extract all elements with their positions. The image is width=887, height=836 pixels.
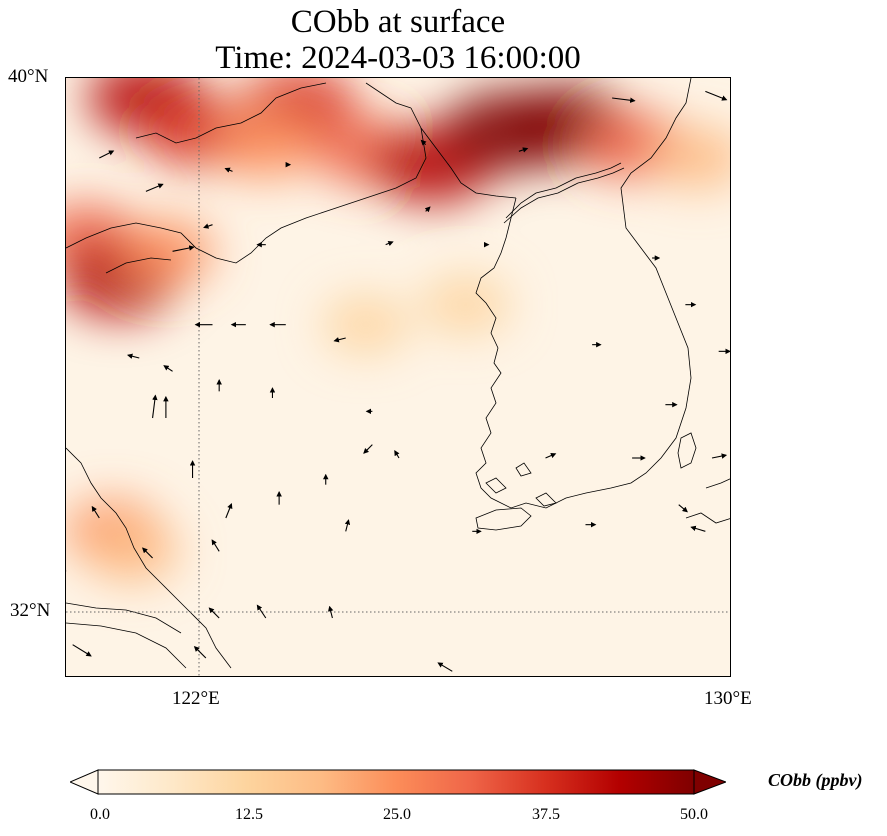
wind-arrow-29 <box>211 539 220 552</box>
wind-arrow-38 <box>545 453 557 459</box>
colorbar-tick-2: 25.0 <box>383 806 411 823</box>
colorbar-extend-min <box>70 769 99 795</box>
coastlines <box>66 78 730 669</box>
map-subtitle-time: Time: 2024-03-03 16:00:00 <box>215 40 581 76</box>
colorbar-extend-max <box>693 769 726 795</box>
wind-arrow-46 <box>678 504 688 513</box>
wind-arrow-2 <box>224 167 233 173</box>
wind-arrow-20 <box>394 450 400 459</box>
wind-arrow-35 <box>193 646 207 659</box>
wind-arrow-13 <box>163 365 173 372</box>
wind-arrow-47 <box>690 525 706 532</box>
co-concentration-field <box>66 78 730 583</box>
wind-arrow-30 <box>208 607 220 619</box>
wind-arrow-0 <box>99 150 115 159</box>
wind-arrow-27 <box>142 547 153 559</box>
colorbar-gradient <box>97 769 695 795</box>
wind-arrow-51 <box>518 147 529 153</box>
wind-arrow-14 <box>152 394 158 419</box>
co-plume-16 <box>85 519 180 583</box>
gridlines <box>66 78 730 676</box>
wind-arrow-4 <box>172 245 195 252</box>
colorbar <box>70 769 726 795</box>
map-panel <box>65 77 731 677</box>
wind-arrow-34 <box>72 644 92 657</box>
wind-arrow-19 <box>363 444 373 454</box>
wind-arrow-26 <box>91 505 100 519</box>
lon-label-130e: 130°E <box>704 688 752 709</box>
wind-arrow-49 <box>705 90 728 101</box>
co-plume-13 <box>321 295 410 355</box>
colorbar-tick-0: 0.0 <box>90 806 110 823</box>
wind-arrow-5 <box>203 223 213 229</box>
co-plume-12 <box>116 218 215 284</box>
wind-arrow-48 <box>612 97 636 103</box>
lat-label-40n: 40°N <box>8 66 49 87</box>
co-plume-14 <box>420 274 511 335</box>
wind-arrow-33 <box>437 662 453 672</box>
wind-arrow-1 <box>145 183 164 192</box>
wind-vectors <box>66 90 730 672</box>
colorbar-tick-1: 12.5 <box>235 806 263 823</box>
map-canvas <box>66 78 730 676</box>
wind-arrow-32 <box>327 605 334 619</box>
co-plume-9 <box>650 126 730 190</box>
colorbar-tick-4: 50.0 <box>680 806 708 823</box>
wind-arrow-40 <box>711 453 728 459</box>
wind-arrow-52 <box>424 206 431 213</box>
colorbar-tick-3: 37.5 <box>532 806 560 823</box>
wind-arrow-50 <box>420 139 427 146</box>
lon-label-122e: 122°E <box>172 688 220 709</box>
wind-arrow-11 <box>333 337 346 343</box>
wind-arrow-12 <box>126 353 140 359</box>
colorbar-title: CObb (ppbv) <box>768 770 863 790</box>
wind-arrow-7 <box>385 240 394 247</box>
co-plume-3 <box>213 110 318 180</box>
map-title: CObb at surface <box>290 4 506 40</box>
lat-label-32n: 32°N <box>10 600 51 621</box>
wind-arrow-22 <box>225 502 233 519</box>
wind-arrow-25 <box>344 519 351 532</box>
wind-arrow-31 <box>256 604 267 619</box>
